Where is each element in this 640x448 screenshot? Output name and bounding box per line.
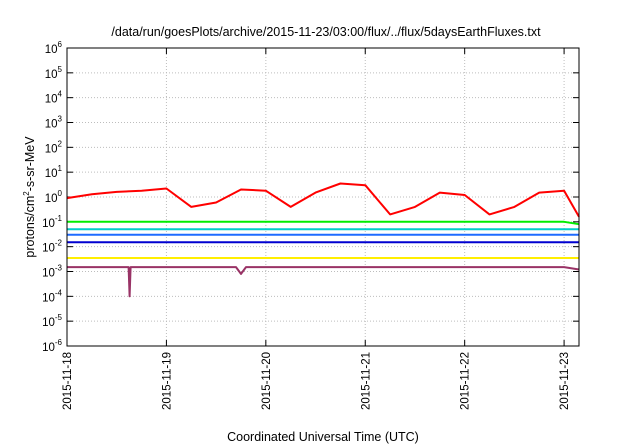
- x-tick-label: 2015-11-20: [261, 352, 273, 410]
- x-tick-label: 2015-11-21: [360, 352, 372, 410]
- x-tick-label: 2015-11-18: [62, 352, 74, 410]
- y-tick-label: 106: [45, 40, 63, 56]
- series-line-7: [67, 266, 580, 298]
- y-tick-label: 105: [45, 65, 63, 81]
- x-axis-label: Coordinated Universal Time (UTC): [227, 430, 419, 444]
- x-tick-labels: 2015-11-18 2015-11-19 2015-11-20 2015-11-21…: [62, 352, 571, 410]
- y-tick-label: 10-3: [42, 264, 62, 280]
- y-tick-label: 103: [45, 115, 63, 131]
- grid: [66, 47, 579, 347]
- y-tick-label: 10-2: [42, 239, 62, 255]
- x-tick-label: 2015-11-23: [559, 352, 571, 410]
- y-tick-label: 10-4: [42, 288, 62, 304]
- x-tick-label: 2015-11-22: [460, 352, 472, 410]
- y-tick-label: 104: [45, 90, 63, 106]
- series-line-2: [67, 220, 580, 226]
- y-tick-labels: 10-6 10-5 10-4 10-3 10-2 10-1 100 101 102 103 104 1…: [42, 40, 62, 354]
- series-layer: [66, 182, 580, 298]
- y-tick-label: 10-5: [42, 313, 62, 329]
- y-tick-label: 10-1: [42, 214, 62, 230]
- y-tick-label: 102: [45, 139, 63, 155]
- y-tick-label: 100: [45, 189, 63, 205]
- y-tick-label: 10-6: [42, 338, 62, 354]
- y-tick-label: 101: [45, 164, 63, 180]
- series-line-1: [66, 182, 580, 218]
- plot-frame: [66, 47, 580, 347]
- chart-title: /data/run/goesPlots/archive/2015-11-23/0…: [111, 25, 541, 39]
- y-axis-label: protons/cm2-s-sr-MeV: [22, 136, 37, 258]
- x-tick-label: 2015-11-19: [161, 352, 173, 410]
